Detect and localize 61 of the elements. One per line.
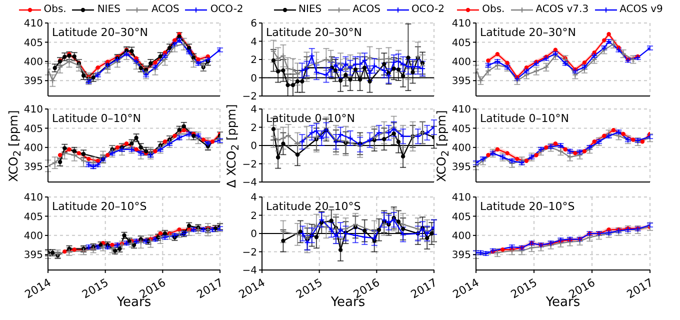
legend-label: Obs. <box>482 4 505 15</box>
annotation: Latitude 20–30°N <box>266 26 362 39</box>
y-tick-label: −2 <box>242 92 257 103</box>
annotation: Latitude 0–10°N <box>266 112 355 125</box>
y-tick-label: 410 <box>24 192 43 204</box>
y-tick-label: 400 <box>24 142 43 154</box>
y-tick-label: −4 <box>242 266 257 277</box>
annotation: Latitude 20–30°N <box>52 26 148 39</box>
y-tick-label: −4 <box>242 178 257 189</box>
y-tick-label: 405 <box>24 212 43 223</box>
y-tick-label: 2 <box>250 55 257 66</box>
y-tick-label: −2 <box>242 247 257 258</box>
y-tick-label: 400 <box>24 56 43 68</box>
annotation: Latitude 0–10°N <box>480 112 569 125</box>
legend-label: OCO-2 <box>412 4 444 15</box>
y-tick-label: 4 <box>250 104 257 116</box>
y-tick-label: 405 <box>24 38 43 49</box>
y-tick-label: 410 <box>24 18 43 30</box>
y-tick-label: 395 <box>452 250 471 262</box>
legend-label: ACOS v7.3 <box>536 4 589 15</box>
legend-label: OCO-2 <box>210 4 244 15</box>
y-tick-label: 400 <box>24 230 43 242</box>
x-axis-title: Years <box>330 295 366 310</box>
legend-label: NIES <box>298 4 322 15</box>
y-tick-label: 410 <box>452 192 471 204</box>
x-axis-title: Years <box>546 295 580 310</box>
y-tick-label: 400 <box>452 142 471 154</box>
legend-label: ACOS <box>352 4 380 15</box>
legend-label: Obs. <box>44 4 66 15</box>
y-tick-label: 400 <box>452 230 471 242</box>
y-tick-label: −2 <box>242 159 257 170</box>
y-tick-label: 395 <box>24 250 43 262</box>
y-tick-label: 4 <box>250 36 257 48</box>
y-tick-label: 0 <box>250 229 257 240</box>
annotation: Latitude 0–10°N <box>52 112 141 125</box>
x-axis-title: Years <box>116 295 152 310</box>
y-tick-label: 6 <box>250 18 257 30</box>
annotation: Latitude 20–10°S <box>480 200 575 213</box>
y-tick-label: 410 <box>452 18 471 30</box>
annotation: Latitude 20–10°S <box>266 200 361 213</box>
y-tick-label: 395 <box>24 162 43 174</box>
y-tick-label: 395 <box>452 76 471 88</box>
annotation: Latitude 20–10°S <box>52 200 147 213</box>
y-tick-label: 395 <box>452 162 471 174</box>
y-tick-label: 405 <box>452 38 471 49</box>
y-tick-label: 410 <box>24 104 43 116</box>
y-tick-label: 4 <box>250 192 257 204</box>
y-tick-label: 400 <box>452 56 471 68</box>
legend-label: ACOS <box>151 4 180 15</box>
annotation: Latitude 20–30°N <box>480 26 576 39</box>
legend-label: ACOS v9 <box>620 4 663 15</box>
y-tick-label: 2 <box>250 122 257 134</box>
y-tick-label: 405 <box>24 124 43 135</box>
y-tick-label: 405 <box>452 212 471 223</box>
legend-label: NIES <box>97 4 120 15</box>
y-tick-label: 410 <box>452 104 471 116</box>
y-tick-label: 0 <box>250 73 257 84</box>
y-tick-label: 2 <box>250 210 257 222</box>
y-tick-label: 395 <box>24 76 43 88</box>
y-tick-label: 405 <box>452 124 471 135</box>
y-tick-label: 0 <box>250 141 257 152</box>
